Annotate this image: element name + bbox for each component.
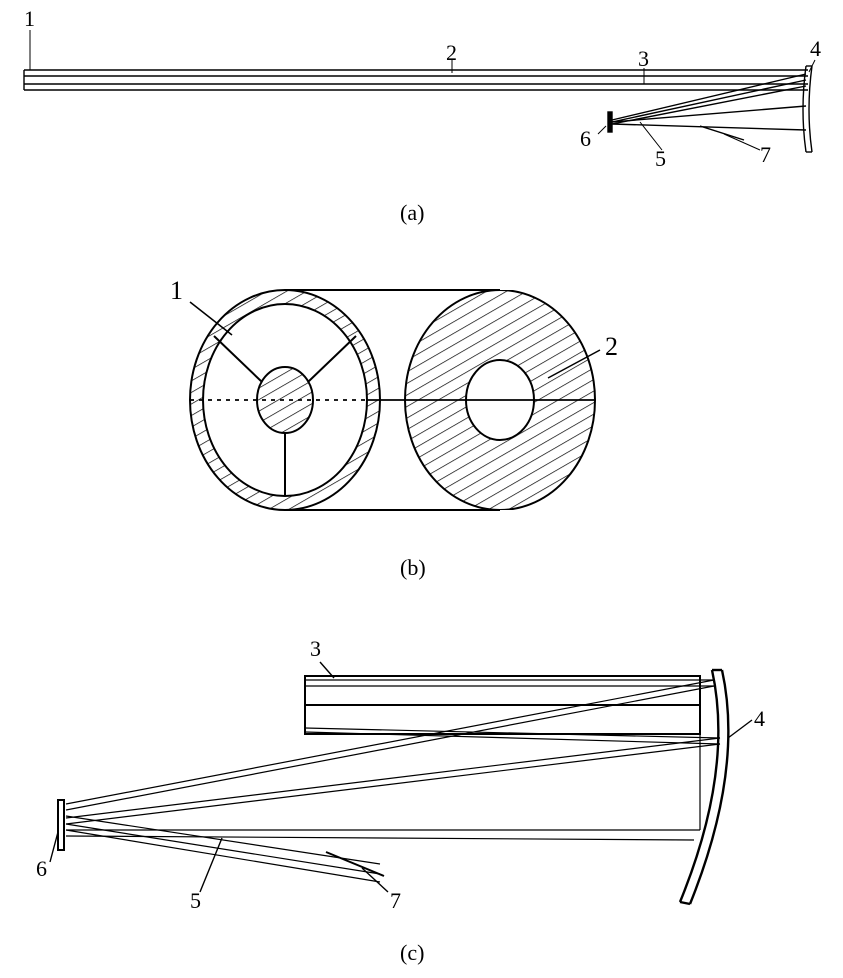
- caption-a: (a): [400, 200, 424, 226]
- figure-c: [0, 620, 843, 960]
- label-a-5: 5: [655, 146, 666, 172]
- label-b-2: 2: [605, 332, 618, 362]
- label-c-3: 3: [310, 636, 321, 662]
- label-a-6: 6: [580, 126, 591, 152]
- label-c-6: 6: [36, 856, 47, 882]
- label-a-2: 2: [446, 40, 457, 66]
- caption-b: (b): [400, 555, 426, 581]
- label-a-7: 7: [760, 142, 771, 168]
- label-c-7: 7: [390, 888, 401, 914]
- label-c-4: 4: [754, 706, 765, 732]
- figure-a: [0, 0, 843, 190]
- label-a-3: 3: [638, 46, 649, 72]
- label-a-4: 4: [810, 36, 821, 62]
- caption-c: (c): [400, 940, 424, 966]
- label-a-1: 1: [24, 6, 35, 32]
- figure-b: [0, 260, 843, 590]
- label-b-1: 1: [170, 276, 183, 306]
- label-c-5: 5: [190, 888, 201, 914]
